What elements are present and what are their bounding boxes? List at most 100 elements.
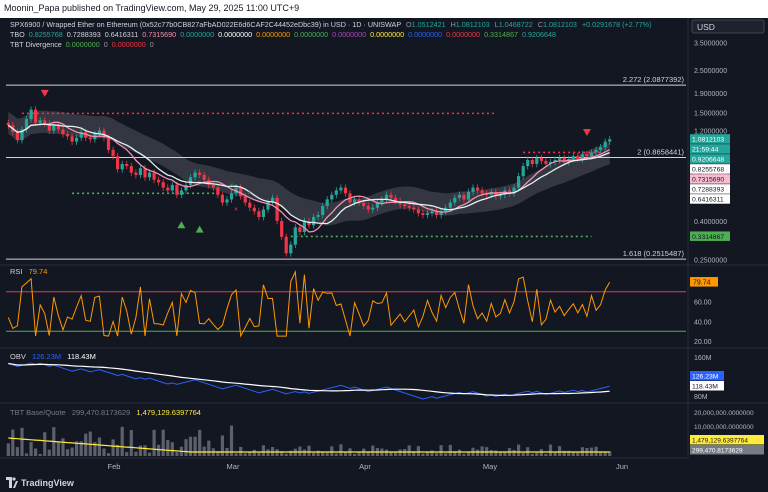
candle[interactable] [120,164,124,170]
currency-button[interactable] [691,19,765,34]
candle[interactable] [239,187,243,197]
candle[interactable] [403,204,407,206]
candle[interactable] [530,160,534,164]
candle[interactable] [88,137,92,140]
candle[interactable] [188,177,193,185]
candle[interactable] [106,137,111,150]
candle[interactable] [34,109,38,123]
candle[interactable] [24,119,29,130]
candle[interactable] [248,202,252,208]
candle[interactable] [353,199,357,203]
candle[interactable] [476,187,480,191]
chart-canvas[interactable]: USD SPX6900 / Wrapped Ether on Ethereum … [0,18,768,474]
candle[interactable] [357,199,361,203]
candle[interactable] [599,147,603,150]
candle[interactable] [157,179,161,183]
candle[interactable] [571,156,575,159]
candle[interactable] [97,130,101,135]
candle[interactable] [512,187,516,194]
candle[interactable] [243,196,247,203]
candle[interactable] [312,217,316,226]
candle[interactable] [466,191,471,200]
candle[interactable] [280,221,284,237]
candle[interactable] [252,207,256,212]
candle[interactable] [321,206,325,215]
candle[interactable] [384,194,389,200]
candle[interactable] [389,194,393,198]
candle[interactable] [275,197,279,221]
signal-triangle-icon[interactable] [582,129,591,137]
candle[interactable] [61,129,65,135]
candle[interactable] [430,211,434,214]
candle[interactable] [339,187,343,191]
candle[interactable] [271,197,275,203]
candle[interactable] [111,149,115,157]
candle[interactable] [161,182,165,188]
candle[interactable] [184,184,188,191]
candle[interactable] [548,161,553,164]
tradingview-logo-icon[interactable] [6,477,18,488]
candle[interactable] [257,211,261,217]
candle[interactable] [129,166,133,173]
candle[interactable] [425,213,430,215]
candle[interactable] [298,227,302,232]
candle[interactable] [143,168,147,178]
candle[interactable] [507,190,512,194]
candle[interactable] [152,172,156,180]
candle[interactable] [134,172,138,175]
candle[interactable] [471,187,475,192]
candle[interactable] [334,190,338,195]
candle[interactable] [535,158,539,164]
candle[interactable] [6,122,10,126]
candle[interactable] [407,206,411,208]
candle[interactable] [38,120,42,123]
candle[interactable] [380,199,384,203]
legend-tbt-divergence[interactable]: TBT Divergence 0.0000000 0 0.0000000 0 [10,40,154,49]
candle[interactable] [15,132,19,140]
legend-tbo[interactable]: TBO 0.8255768 0.7288393 0.6416311 0.7315690 0… [10,30,556,39]
candle[interactable] [366,206,370,210]
signal-triangle-icon[interactable] [40,89,49,97]
price-pane[interactable]: 2.272 (2.0877392) 2 (0.8658441) 1.618 (0.2… [6,75,686,260]
candle[interactable] [193,172,197,178]
time-axis[interactable]: Feb Mar Apr May Jun [108,462,629,471]
candle[interactable] [29,109,33,120]
candle[interactable] [220,194,224,203]
candle[interactable] [480,190,484,194]
candle[interactable] [371,207,375,210]
candle[interactable] [284,236,288,254]
candle[interactable] [448,202,452,208]
candle[interactable] [289,244,293,254]
candle[interactable] [20,129,24,141]
candle[interactable] [198,172,202,175]
candle[interactable] [558,158,562,160]
candle[interactable] [462,194,466,200]
candle[interactable] [362,202,366,206]
candle[interactable] [457,194,461,198]
candle[interactable] [394,197,398,201]
candle[interactable] [526,160,530,167]
candle[interactable] [70,136,74,142]
candle[interactable] [56,125,60,130]
signal-triangle-icon[interactable] [195,225,204,233]
candle[interactable] [521,166,525,177]
candle[interactable] [576,156,580,159]
candle[interactable] [211,184,215,188]
candle[interactable] [343,187,348,194]
candle[interactable] [266,202,270,210]
candle[interactable] [316,215,320,217]
rsi-pane[interactable]: 60.00 40.00 20.00 79.74 [6,270,718,346]
candle[interactable] [125,164,129,167]
signal-triangle-icon[interactable] [177,221,186,229]
candle[interactable] [517,176,521,188]
candle[interactable] [562,158,566,162]
candle[interactable] [594,149,598,153]
candle[interactable] [202,175,206,180]
candle[interactable] [494,191,498,197]
candle[interactable] [166,187,170,191]
price-axis[interactable]: 3.5000000 2.5000000 1.9000000 1.5000000 1.20… [690,41,730,265]
candle[interactable] [43,120,47,124]
candle[interactable] [147,172,152,178]
candle[interactable] [608,139,612,142]
candle[interactable] [116,156,120,170]
